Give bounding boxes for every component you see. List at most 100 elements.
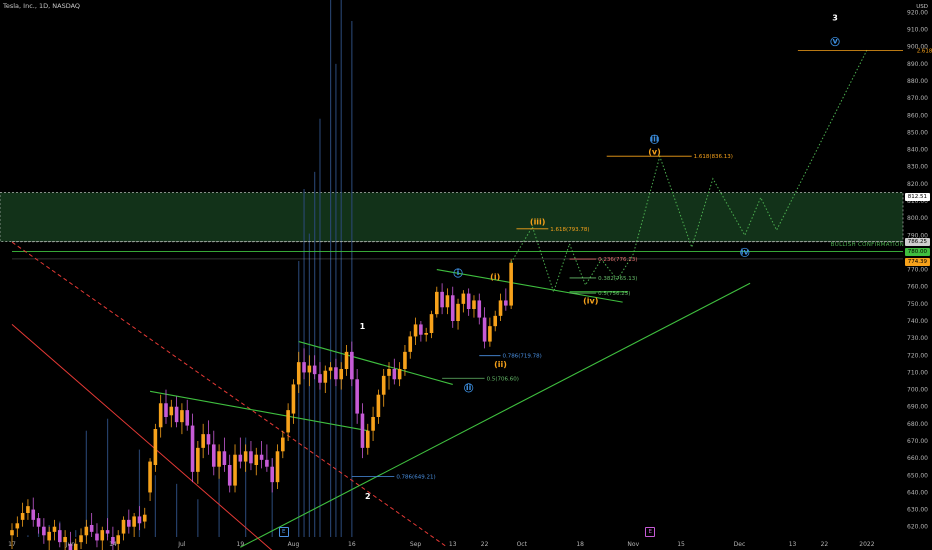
fib-level-label: 1.618(836.13) bbox=[694, 154, 733, 160]
candle-body bbox=[360, 413, 365, 448]
volume-bar bbox=[197, 499, 199, 537]
candle-body bbox=[158, 403, 163, 428]
y-tick-label: 830.00 bbox=[907, 164, 928, 171]
candle-body bbox=[318, 374, 322, 383]
candle-body bbox=[440, 291, 444, 308]
y-tick-label: 870.00 bbox=[907, 95, 928, 102]
volume-bar bbox=[106, 418, 109, 537]
volume-bar bbox=[314, 171, 316, 537]
candle-body bbox=[344, 351, 349, 369]
candle-body bbox=[461, 293, 466, 304]
candle-body bbox=[153, 429, 158, 465]
y-tick-label: 840.00 bbox=[907, 147, 928, 154]
wave-label: (iii) bbox=[530, 218, 546, 227]
trendline-wedge-top bbox=[436, 269, 623, 303]
candle-body bbox=[217, 451, 221, 467]
volume-bar bbox=[138, 449, 141, 537]
symbol-title: Tesla, Inc., 1D, NASDAQ bbox=[3, 2, 81, 10]
x-tick-label: 18 bbox=[576, 541, 584, 548]
candle-body bbox=[201, 434, 205, 448]
candle-body bbox=[68, 543, 73, 550]
candle-body bbox=[504, 300, 508, 306]
y-tick-label: 670.00 bbox=[907, 438, 928, 445]
candle-body bbox=[196, 447, 200, 472]
x-tick-label: 22 bbox=[821, 541, 829, 548]
volume-bar bbox=[271, 458, 273, 537]
bullish-confirmation-label: BULLISH CONFIRMATION bbox=[830, 242, 904, 248]
x-tick-label: Dec bbox=[734, 541, 746, 548]
price-tag: 774.39 bbox=[904, 258, 930, 267]
fib-level-label: 2.618(897.80) bbox=[917, 48, 932, 54]
volume-bar bbox=[319, 118, 321, 537]
volume-bar bbox=[330, 0, 332, 537]
y-tick-label: 680.00 bbox=[907, 421, 928, 428]
x-tick-label: Oct bbox=[517, 541, 528, 548]
candle-body bbox=[270, 466, 274, 483]
y-tick-label: 810.00 bbox=[907, 198, 928, 205]
candle-body bbox=[79, 535, 83, 543]
fib-level-label: 0.236(776.13) bbox=[598, 257, 637, 263]
y-tick-label: 720.00 bbox=[907, 352, 928, 359]
volume-bar bbox=[176, 483, 178, 537]
y-tick-label: 760.00 bbox=[907, 284, 928, 291]
wave-label-circle bbox=[464, 383, 474, 393]
wave-label-circle bbox=[649, 134, 660, 144]
volume-bar bbox=[335, 63, 337, 537]
candle-body bbox=[137, 516, 142, 524]
fib-level-label: 1.618(793.78) bbox=[550, 227, 589, 233]
y-tick-label: 730.00 bbox=[907, 335, 928, 342]
volume-bar bbox=[218, 454, 220, 537]
x-tick-label: 2022 bbox=[859, 541, 874, 548]
wave-label-circle bbox=[830, 36, 840, 47]
candle-body bbox=[233, 454, 237, 486]
candle-body bbox=[334, 367, 338, 380]
candle-body bbox=[180, 410, 184, 423]
candle-body bbox=[286, 410, 290, 433]
candle-body bbox=[169, 406, 174, 416]
y-tick-label: 820.00 bbox=[907, 181, 928, 188]
x-tick-label: 14 bbox=[109, 541, 117, 548]
volume-bar bbox=[298, 261, 300, 537]
candle-body bbox=[323, 370, 328, 383]
candle-body bbox=[111, 537, 115, 544]
y-tick-label: 740.00 bbox=[907, 318, 928, 325]
y-tick-label: 750.00 bbox=[907, 301, 928, 308]
candle-body bbox=[249, 451, 253, 464]
wave-label: (ii) bbox=[494, 360, 507, 369]
candle-body bbox=[413, 324, 418, 337]
candle-body bbox=[424, 333, 428, 335]
trendline-wave2-bottom bbox=[298, 341, 453, 385]
candle-body bbox=[26, 506, 30, 513]
candle-body bbox=[339, 369, 344, 380]
wave-label: iv bbox=[741, 247, 750, 256]
volume-bar bbox=[85, 430, 87, 537]
trendline-lower-channel bbox=[240, 282, 751, 548]
wave-label: ii bbox=[466, 383, 472, 392]
candle-body bbox=[259, 454, 264, 460]
candle-body bbox=[466, 293, 471, 309]
fib-level-label: 0.786(649.21) bbox=[396, 475, 435, 481]
price-axis-bg bbox=[903, 0, 932, 550]
candle-body bbox=[387, 369, 391, 376]
candle-body bbox=[291, 384, 296, 414]
x-tick-label: 13 bbox=[449, 541, 457, 548]
wave-label: iii bbox=[650, 134, 658, 143]
candle-body bbox=[365, 430, 370, 448]
candle-body bbox=[243, 451, 248, 462]
wave-label: (v) bbox=[648, 147, 661, 156]
candle-body bbox=[95, 533, 99, 541]
fib-level-label: 0.786(719.78) bbox=[503, 354, 542, 360]
candle-body bbox=[472, 300, 476, 309]
y-tick-label: 890.00 bbox=[907, 61, 928, 68]
volume-bar bbox=[75, 530, 77, 537]
earnings-event-marker[interactable]: E bbox=[278, 527, 289, 537]
volume-bar bbox=[154, 475, 156, 537]
earnings-event-marker[interactable]: E bbox=[645, 527, 656, 537]
time-axis-bg bbox=[0, 537, 932, 550]
y-tick-label: 650.00 bbox=[907, 472, 928, 479]
y-tick-label: 880.00 bbox=[907, 78, 928, 85]
candle-body bbox=[397, 369, 402, 380]
trendline-red-solid-downtrend bbox=[11, 324, 273, 550]
